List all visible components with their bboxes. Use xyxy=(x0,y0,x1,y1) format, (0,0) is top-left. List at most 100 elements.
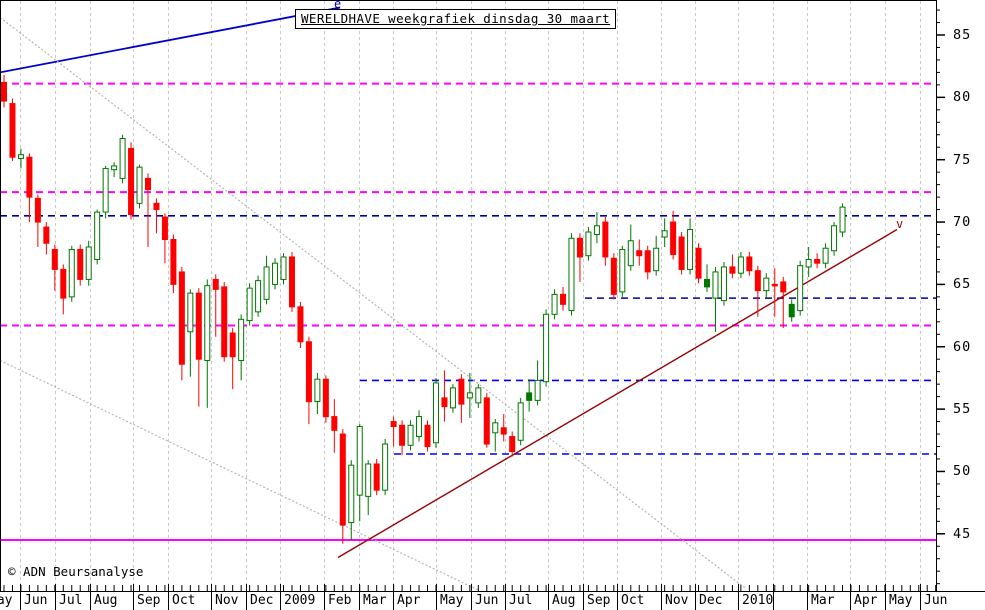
candle-body xyxy=(737,256,744,274)
candle-body xyxy=(458,378,465,405)
candle-body xyxy=(610,257,617,295)
candle-body xyxy=(85,246,92,280)
candle-body xyxy=(221,286,228,358)
candle-body xyxy=(399,424,406,446)
candle-body xyxy=(653,247,660,272)
candle-body xyxy=(297,306,304,343)
candle-body xyxy=(839,206,846,233)
month-label: Nov xyxy=(215,593,239,608)
chart-title-box: WERELDHAVE weekgrafiek dinsdag 30 maart xyxy=(295,9,617,29)
candle-body xyxy=(534,379,541,401)
candle-body xyxy=(263,266,270,300)
candle-body xyxy=(111,165,118,171)
candle-body xyxy=(94,211,101,260)
candle-body xyxy=(602,221,609,258)
candle-body xyxy=(26,156,33,198)
candle-body xyxy=(255,280,262,313)
candle-body xyxy=(627,240,634,267)
candle-body xyxy=(475,387,482,404)
candle-body xyxy=(212,278,219,290)
candle-body xyxy=(746,256,753,272)
candle-body xyxy=(678,236,685,270)
candle-body xyxy=(661,230,668,238)
candle-body xyxy=(77,248,84,280)
candle-body xyxy=(771,283,778,287)
gray-trendline-short xyxy=(0,359,479,591)
month-label: Jun xyxy=(24,593,48,608)
month-label: Jun xyxy=(924,593,948,608)
candle-body xyxy=(754,270,761,292)
candle-body xyxy=(60,268,67,299)
candle-body xyxy=(466,392,473,399)
candle-body xyxy=(483,397,490,445)
candle-body xyxy=(365,463,372,497)
month-label: Aug xyxy=(552,593,576,608)
candle-body xyxy=(704,278,711,288)
month-label: Sep xyxy=(587,593,611,608)
candle-body xyxy=(51,248,58,270)
candle-body xyxy=(373,463,380,491)
month-label: Mar xyxy=(363,593,387,608)
month-label: Nov xyxy=(665,593,689,608)
candle-body xyxy=(822,247,829,264)
maroon-support-trendline xyxy=(337,228,898,559)
candle-body xyxy=(543,313,550,383)
candle-body xyxy=(788,303,795,318)
candle-body xyxy=(238,318,245,361)
candle-body xyxy=(814,258,821,264)
trendline-v-label: v xyxy=(896,217,904,231)
candle-body xyxy=(619,248,626,293)
candle-body xyxy=(644,250,651,273)
candle-body xyxy=(687,229,694,270)
trendline-e-marker: e xyxy=(334,0,342,11)
price-label: 65 xyxy=(953,276,972,293)
candle-body xyxy=(204,285,211,361)
candle-body xyxy=(526,392,533,401)
candle-body xyxy=(797,265,804,312)
candle-body xyxy=(43,226,50,244)
candle-body xyxy=(34,197,41,223)
candle-body xyxy=(593,225,600,236)
candle-body xyxy=(568,237,575,312)
candle-body xyxy=(585,231,592,257)
candle-body xyxy=(161,216,168,241)
month-label: May xyxy=(889,593,913,608)
candle-body xyxy=(348,464,355,524)
candle-body xyxy=(551,293,558,315)
candle-body xyxy=(492,422,499,434)
candle-body xyxy=(246,287,253,322)
candle-body xyxy=(314,378,321,403)
month-label: Jul xyxy=(59,593,83,608)
month-label: May xyxy=(0,593,13,608)
candle-body xyxy=(636,250,643,257)
candle-body xyxy=(500,427,507,435)
candle-body xyxy=(831,225,838,252)
month-label: Apr xyxy=(397,593,421,608)
price-label: 60 xyxy=(953,338,972,355)
copyright-text: © ADN Beursanalyse xyxy=(8,564,144,579)
candle-body xyxy=(441,397,448,408)
month-label: Jun xyxy=(475,593,499,608)
candle-body xyxy=(356,426,363,496)
candle-body xyxy=(560,293,567,305)
candle-body xyxy=(780,281,787,293)
candle-body xyxy=(195,292,202,360)
candle-body xyxy=(509,436,516,452)
candle-body xyxy=(339,433,346,526)
month-label: Oct xyxy=(172,593,196,608)
candle-body xyxy=(712,271,719,299)
candle-body xyxy=(178,271,185,365)
candle-body xyxy=(9,103,16,158)
month-label: May xyxy=(440,593,464,608)
candle-body xyxy=(119,138,126,179)
candle-body xyxy=(322,378,329,418)
candle-body xyxy=(670,221,677,255)
month-label: Oct xyxy=(621,593,645,608)
price-label: 85 xyxy=(953,27,972,43)
candle-body xyxy=(128,147,135,216)
candle-body xyxy=(17,154,24,159)
month-label: Dec xyxy=(699,593,723,608)
candle-body xyxy=(272,262,279,285)
